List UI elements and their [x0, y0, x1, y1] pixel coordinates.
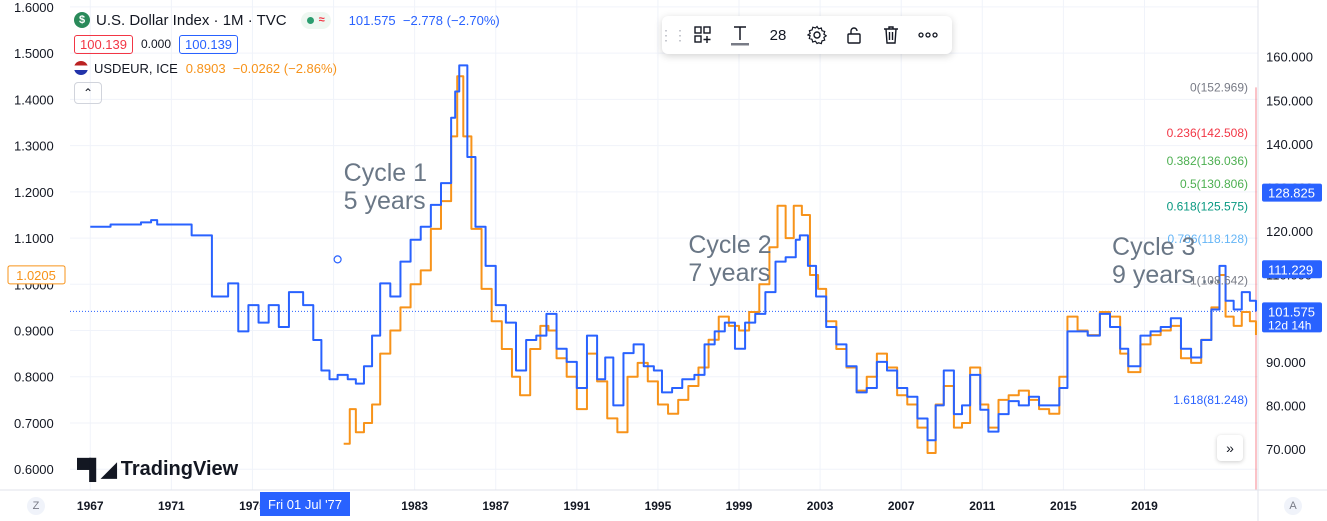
price-tag-label: 111.229 — [1268, 262, 1313, 277]
compare-values: 0.8903 −0.0262 (−2.86%) — [186, 61, 337, 76]
right-tick-label: 80.000 — [1266, 398, 1306, 413]
x-tick-label: 1987 — [482, 499, 509, 513]
fib-level-label: 0.786(118.128) — [1167, 232, 1248, 246]
annotation-anchor-handle[interactable] — [333, 255, 342, 264]
fib-level-label: 0(152.969) — [1190, 80, 1248, 94]
timezone-button[interactable]: Z — [27, 497, 45, 515]
price-change: −2.778 — [402, 12, 444, 28]
dollar-icon: $ — [74, 12, 90, 28]
collapse-legend-button[interactable]: ⌃ — [74, 82, 102, 104]
fib-level-label: 1.618(81.248) — [1173, 393, 1248, 407]
compare-change-pct: (−2.86%) — [283, 60, 337, 76]
cycle-annotation-line1: Cycle 2 — [688, 231, 771, 259]
price-change-pct: (−2.70%) — [446, 12, 500, 28]
tradingview-mark-icon: ▀▌◢ — [77, 459, 117, 481]
trash-icon[interactable] — [872, 16, 909, 54]
x-tick-label: 2007 — [888, 499, 915, 513]
right-tick-label: 140.000 — [1266, 137, 1313, 152]
x-tick-label: 2011 — [969, 499, 995, 513]
settings-icon[interactable] — [798, 16, 835, 54]
right-tick-label: 150.000 — [1266, 93, 1313, 108]
market-status-dot — [306, 16, 314, 24]
watermark-text: TradingView — [120, 458, 239, 480]
series-line-dxy[interactable] — [90, 64, 1257, 442]
grip-icon[interactable]: ⋮⋮ — [659, 26, 687, 43]
fib-level-label: 0.618(125.575) — [1167, 200, 1248, 214]
spread-value: 0.000 — [141, 37, 172, 51]
last-price: 101.575 — [348, 12, 396, 28]
price-tag-box — [1262, 183, 1322, 202]
cycle-annotation-line1: Cycle 1 — [344, 159, 427, 187]
compare-symbol[interactable]: USDEUR, ICE — [94, 60, 178, 76]
x-tick-label: 2003 — [807, 499, 834, 513]
price-tag-box — [1262, 302, 1322, 333]
chart-legend: $ U.S. Dollar Index · 1M · TVC ≈ 101.575… — [74, 8, 500, 104]
scroll-to-realtime-button[interactable]: » — [1217, 435, 1243, 461]
left-tick-label: 0.6000 — [14, 462, 54, 477]
x-tick-label: 1975 — [239, 499, 266, 513]
left-tick-label: 0.8000 — [14, 370, 54, 385]
bid-box[interactable]: 100.139 — [74, 34, 133, 54]
price-tag-box — [1262, 260, 1322, 279]
left-tick-label: 1.1000 — [14, 231, 54, 246]
fib-level-label: 0.5(130.806) — [1180, 177, 1248, 191]
left-tick-label: 0.9000 — [14, 324, 54, 339]
cycle-annotation-line2: 9 years ... — [1112, 261, 1222, 289]
x-tick-label: 1983 — [401, 499, 428, 513]
x-tick-label: 1971 — [158, 499, 185, 513]
x-tick-label: 1967 — [77, 499, 104, 513]
compare-change: −0.0262 — [232, 60, 281, 76]
tradingview-logo[interactable]: ▀▌◢ TradingView — [77, 457, 238, 482]
text-color-icon[interactable] — [721, 16, 758, 54]
lock-icon[interactable] — [835, 16, 872, 54]
crosshair-date-tag: Fri 01 Jul '77 — [260, 492, 351, 516]
auto-scale-button[interactable]: A — [1284, 497, 1302, 515]
double-chevron-right-icon: » — [1226, 440, 1234, 456]
compare-last: 0.8903 — [185, 60, 226, 76]
fib-level-label: 0.382(136.036) — [1167, 154, 1248, 168]
us-flag-icon — [74, 61, 88, 75]
right-tick-label: 160.000 — [1266, 50, 1313, 65]
left-tick-label: 1.4000 — [14, 92, 54, 107]
add-object-icon[interactable] — [684, 16, 721, 54]
left-current-tag — [7, 265, 66, 285]
more-icon[interactable] — [909, 16, 946, 54]
approx-icon: ≈ — [318, 14, 325, 26]
ask-box[interactable]: 100.139 — [179, 34, 239, 54]
status-pill[interactable]: ≈ — [300, 11, 331, 29]
chevron-up-icon: ⌃ — [82, 86, 94, 100]
right-tick-label: 120.000 — [1266, 224, 1313, 239]
price-tag-label: 128.825 — [1268, 186, 1315, 201]
left-current-label: 1.0205 — [16, 268, 56, 283]
left-tick-label: 1.6000 — [14, 0, 54, 15]
x-tick-label: 1991 — [563, 499, 590, 513]
fib-level-label: 1(108.642) — [1190, 274, 1248, 288]
right-tick-label: 90.000 — [1266, 355, 1306, 370]
right-tick-label: 70.000 — [1266, 442, 1306, 457]
fib-level-label: 0.236(142.508) — [1167, 126, 1248, 140]
symbol-title[interactable]: U.S. Dollar Index · 1M · TVC — [96, 11, 287, 29]
font-size-value[interactable]: 28 — [769, 26, 787, 44]
cycle-annotation-line2: 5 years — [344, 187, 426, 215]
x-tick-label: 2015 — [1050, 499, 1077, 513]
left-tick-label: 0.7000 — [14, 416, 54, 431]
cycle-annotation-line1: Cycle 3 — [1112, 233, 1195, 261]
x-tick-label: 2019 — [1131, 499, 1158, 513]
left-tick-label: 1.5000 — [14, 46, 54, 61]
drawing-toolbar: ⋮⋮ 28 — [659, 16, 952, 54]
price-tag-label: 101.575 — [1268, 304, 1315, 319]
x-tick-label: 1995 — [645, 499, 672, 513]
main-values: 101.575 −2.778 (−2.70%) — [349, 13, 500, 28]
left-tick-label: 1.3000 — [14, 139, 54, 154]
x-tick-label: 1999 — [726, 499, 753, 513]
price-tag-countdown: 12d 14h — [1268, 318, 1311, 332]
cycle-annotation-line2: 7 years — [688, 259, 770, 287]
left-tick-label: 1.2000 — [14, 185, 54, 200]
